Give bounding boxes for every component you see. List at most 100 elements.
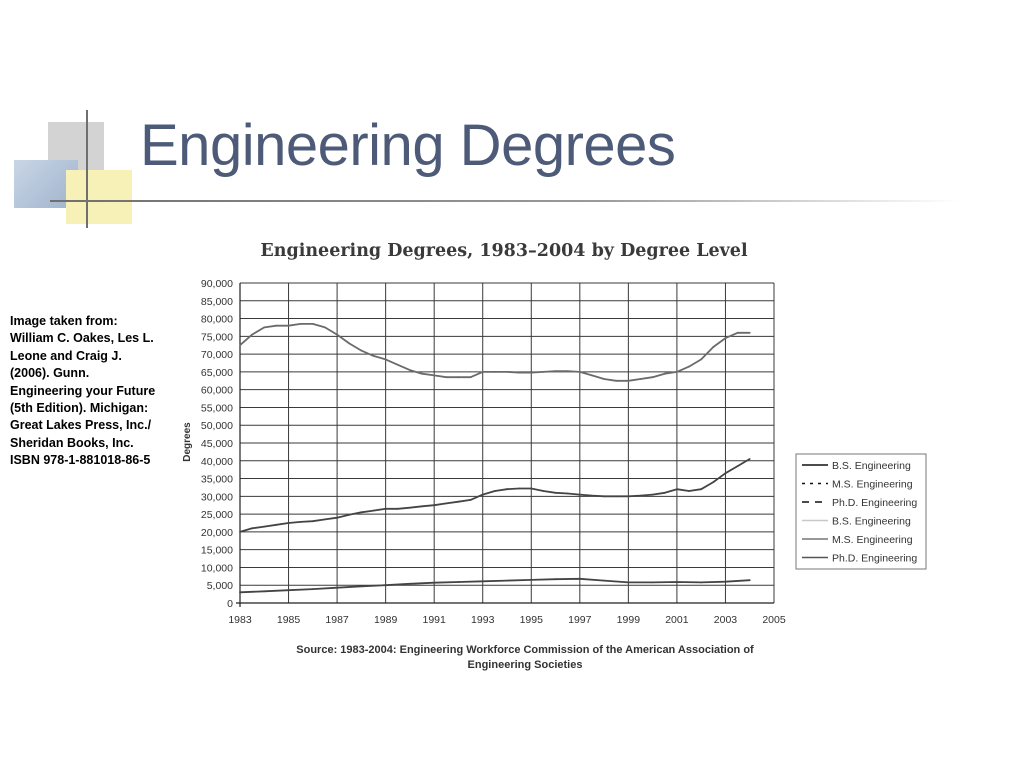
x-tick-label: 1987 [325,614,349,626]
data-point [251,333,254,336]
data-point [433,581,436,584]
y-tick-label: 80,000 [201,314,233,326]
data-point [578,493,581,496]
decor-yellow-square [66,170,132,224]
data-point [324,518,326,521]
y-axis-label: Degrees [182,422,193,462]
data-point [481,580,484,583]
y-tick-label: 75,000 [201,331,233,343]
data-point [457,376,460,379]
data-point [433,374,436,377]
data-point [372,355,375,357]
data-point [542,371,545,373]
data-point [348,513,351,516]
y-tick-label: 65,000 [201,367,233,379]
data-point [336,586,338,589]
data-point [724,472,727,475]
y-tick-label: 70,000 [201,349,233,361]
data-point [421,505,423,508]
data-point [724,580,727,583]
legend-label: B.S. Engineering [832,460,911,472]
data-point [663,491,666,494]
attribution-line: Image taken from: [10,314,118,328]
x-tick-label: 1993 [471,614,495,626]
data-point [336,333,338,336]
legend-box [795,453,927,570]
data-point [239,531,241,533]
data-point [396,507,399,510]
data-point [530,579,533,581]
chart-title: Engineering Degrees, 1983–2004 by Degree… [260,241,748,261]
data-point [651,376,654,379]
data-point [494,490,496,492]
y-tick-label: 30,000 [201,491,233,503]
y-tick-label: 35,000 [201,474,233,486]
x-tick-label: 1997 [568,614,592,626]
data-point [736,465,739,467]
attribution-line: Leone and Craig J. [10,348,122,363]
x-tick-label: 1991 [423,614,447,626]
data-point [506,488,508,491]
data-point [469,376,472,379]
source-line: Source: 1983-2004: Engineering Workforce… [296,644,754,656]
y-tick-label: 45,000 [201,438,233,450]
data-point [566,370,569,373]
y-tick-label: 55,000 [201,402,233,414]
data-point [481,371,484,373]
y-tick-label: 15,000 [201,545,233,557]
data-point [603,495,605,498]
x-tick-label: 1985 [277,614,301,626]
data-point [578,371,581,373]
legend-label: Ph.D. Engineering [832,497,917,509]
data-point [700,581,703,584]
y-tick-label: 85,000 [201,296,233,308]
data-point [603,579,605,582]
data-point [324,326,326,329]
attribution-line: (5th Edition). Michigan: [10,401,149,416]
data-point [748,331,751,334]
y-tick-label: 90,000 [201,278,233,290]
decor-vertical-line [86,110,88,228]
data-point [275,523,278,526]
data-point [627,581,630,584]
attribution-line: William C. Oakes, Les L. [10,331,154,346]
data-point [566,492,569,495]
data-point [651,493,654,496]
data-point [275,324,278,327]
data-point [481,493,484,496]
data-point [239,591,241,594]
data-point [494,371,496,373]
data-point [530,371,533,374]
data-point [311,323,314,325]
data-point [676,581,678,583]
chart-legend: B.S. Engineering M.S. Engineering Ph.D. En… [795,453,927,570]
data-point [651,581,654,584]
legend-label: M.S. Engineering [832,479,913,491]
data-point [384,507,387,510]
attribution-line: Sheridan Books, Inc. [10,435,134,450]
y-tick-label: 60,000 [201,385,233,397]
x-tick-label: 1995 [520,614,544,626]
data-point [263,525,266,528]
x-tick-label: 2005 [762,614,786,626]
y-tick-label: 25,000 [201,509,233,521]
y-tick-label: 5,000 [207,580,233,592]
data-point [263,590,266,593]
data-point [748,458,751,460]
data-point [372,509,375,512]
data-point [554,370,557,373]
data-point [409,369,411,371]
data-point [384,584,387,587]
data-point [712,481,715,483]
chart-grid [239,282,775,604]
data-point [591,494,593,497]
x-tick-label: 1999 [617,614,641,626]
data-point [615,495,618,498]
data-point [748,579,751,582]
data-point [639,378,642,380]
data-point [457,581,460,583]
legend-label: B.S. Engineering [832,516,911,528]
data-point [506,579,508,582]
data-point [554,578,557,581]
data-point [554,491,557,494]
